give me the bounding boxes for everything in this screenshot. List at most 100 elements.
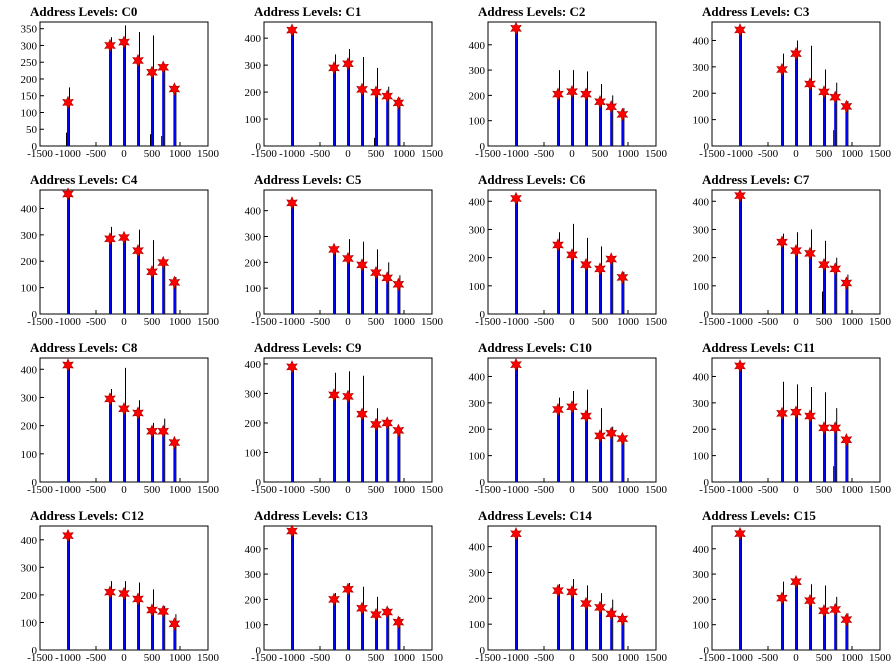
x-tick-label: 0	[121, 148, 127, 160]
x-tick-label: 500	[816, 316, 833, 328]
peak-star-marker	[818, 421, 830, 435]
x-tick-label: 1500	[197, 316, 220, 328]
peak-star-marker	[840, 433, 853, 447]
peak-star-marker	[818, 85, 830, 99]
histogram-svg: 0 100 200 300 400 -1500 -1000 -500 0 500 1000 1500	[21, 525, 220, 664]
x-tick-label: 0	[793, 148, 799, 160]
x-tick-label: -1000	[727, 316, 753, 328]
x-tick-label: -1500	[27, 652, 53, 664]
y-tick-label: 0	[32, 141, 38, 153]
y-tick-label: 200	[245, 257, 262, 269]
histogram-panel: Address Levels: C9 0 100 200 300 400 -1500 -100…	[226, 336, 450, 504]
y-tick-label: 300	[245, 569, 262, 581]
peak-star-marker	[605, 607, 618, 621]
x-tick-label: 0	[569, 484, 575, 496]
peak-star-marker	[734, 188, 746, 203]
peak-star-marker	[818, 257, 830, 272]
x-tick-label: 500	[144, 652, 161, 664]
x-tick-label: 1000	[169, 652, 192, 664]
y-tick-label: 100	[21, 107, 38, 119]
peak-star-marker	[840, 99, 853, 114]
y-tick-label: 0	[256, 477, 262, 489]
x-tick-label: -500	[310, 316, 331, 328]
histogram-svg: 0 100 200 300 400 -1500 -1000 -500 0 500 1000 1500	[693, 188, 892, 328]
x-tick-label: -500	[534, 484, 555, 496]
histogram-svg: 0 100 200 300 400 -1500 -1000 -500 0 500 1000 1500	[245, 524, 444, 664]
peak-star-marker	[370, 607, 382, 622]
peak-star-marker	[566, 585, 578, 599]
x-tick-label: -1500	[251, 484, 277, 496]
y-tick-label: 200	[469, 593, 486, 605]
x-tick-label: 0	[121, 652, 127, 664]
peak-star-marker	[734, 359, 746, 373]
peak-star-marker	[356, 601, 368, 615]
peak-star-marker	[132, 243, 144, 258]
peak-star-marker	[62, 358, 74, 372]
x-tick-label: 500	[144, 484, 161, 496]
x-tick-label: 1000	[841, 148, 864, 160]
peak-star-marker	[818, 604, 830, 618]
peak-star-marker	[118, 230, 130, 245]
x-tick-label: 1500	[421, 652, 444, 664]
x-tick-label: 1500	[421, 148, 444, 160]
y-tick-label: 400	[469, 40, 486, 52]
panel-title: Address Levels: C0	[30, 4, 138, 19]
peak-star-marker	[286, 196, 298, 210]
x-tick-label: -500	[534, 652, 555, 664]
x-tick-label: 1500	[645, 316, 668, 328]
x-tick-label: -1000	[727, 148, 753, 160]
x-tick-label: 1500	[645, 148, 668, 160]
peak-star-marker	[104, 232, 116, 246]
histogram-panel: Address Levels: C11 0 100 200 300 400 -1500 -10…	[674, 336, 896, 504]
peak-star-marker	[328, 592, 340, 607]
y-tick-label: 400	[469, 371, 486, 383]
x-tick-label: -1000	[55, 484, 81, 496]
peak-star-marker	[510, 191, 522, 206]
peak-star-marker	[168, 617, 181, 631]
peak-star-marker	[552, 87, 564, 101]
x-tick-label: 0	[345, 652, 351, 664]
peak-star-marker	[840, 276, 853, 290]
x-tick-label: -1000	[55, 316, 81, 328]
x-tick-label: 1500	[421, 484, 444, 496]
peak-star-marker	[804, 593, 816, 608]
x-tick-label: -1500	[251, 316, 277, 328]
x-tick-label: 500	[368, 316, 385, 328]
x-tick-label: 1000	[169, 316, 192, 328]
x-tick-label: 1000	[841, 316, 864, 328]
peak-star-marker	[790, 405, 802, 419]
x-tick-label: -500	[86, 316, 107, 328]
y-tick-label: 400	[245, 359, 262, 371]
y-tick-label: 400	[21, 364, 38, 376]
peak-star-marker	[286, 360, 298, 374]
peak-star-marker	[804, 77, 816, 91]
y-tick-label: 100	[21, 617, 38, 629]
peak-star-marker	[804, 409, 816, 423]
y-tick-label: 100	[693, 281, 710, 293]
x-tick-label: -500	[758, 316, 779, 328]
histogram-svg: 0 100 200 300 400 -1500 -1000 -500 0 500 1000 1500	[469, 21, 668, 160]
peak-star-marker	[790, 46, 802, 61]
y-tick-label: 200	[245, 418, 262, 430]
histogram-panel: Address Levels: C3 0 100 200 300 400 -1500 -100…	[674, 0, 896, 168]
x-tick-label: 1000	[393, 316, 416, 328]
x-tick-label: -1500	[251, 652, 277, 664]
peak-star-marker	[552, 402, 564, 417]
peak-star-marker	[605, 252, 618, 266]
peak-star-marker	[146, 424, 158, 439]
x-tick-label: -500	[86, 148, 107, 160]
histogram-svg: 0 100 200 300 400 -1500 -1000 -500 0 500 1000 1500	[245, 357, 444, 496]
peak-star-marker	[381, 605, 394, 619]
x-tick-label: 500	[368, 652, 385, 664]
y-tick-label: 100	[469, 116, 486, 128]
peak-star-marker	[328, 242, 340, 257]
peak-star-marker	[594, 262, 606, 276]
peak-star-marker	[829, 90, 842, 104]
x-tick-label: 0	[569, 316, 575, 328]
histogram-panel: Address Levels: C10 0 100 200 300 400 -1500 -10…	[450, 336, 674, 504]
x-tick-label: 1000	[841, 652, 864, 664]
panel-title: Address Levels: C7	[702, 172, 810, 187]
y-tick-label: 0	[480, 645, 486, 657]
x-tick-label: 1500	[869, 148, 892, 160]
y-tick-label: 200	[693, 253, 710, 265]
